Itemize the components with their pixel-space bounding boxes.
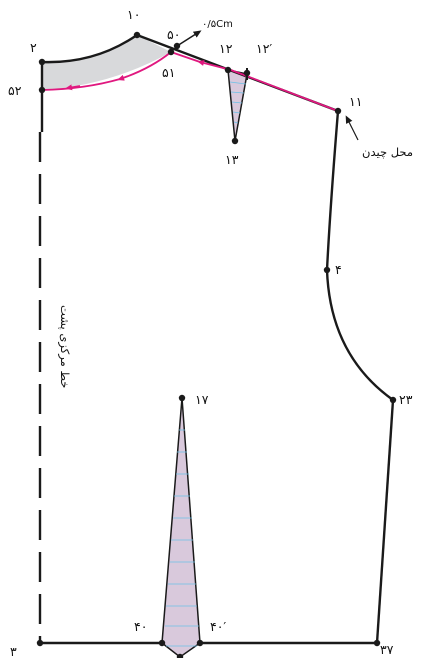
label-52: ۵۲ (8, 83, 22, 98)
label-13: ۱۳ (225, 152, 239, 167)
label-40prime: ۴۰′ (210, 619, 226, 634)
label-3: ۳ (10, 644, 17, 658)
label-50: ۵۰ (167, 27, 180, 42)
point-23 (389, 396, 397, 404)
shoulder-dart-hatching (229, 81, 247, 124)
point-3 (36, 639, 44, 647)
point-52 (38, 86, 46, 94)
point-51 (167, 48, 175, 56)
label-37: ۳۷ (380, 642, 394, 657)
point-17 (178, 394, 186, 402)
label-51: ۵۱ (162, 65, 175, 80)
offset-arrow (176, 30, 202, 47)
magenta-new-neckline (41, 51, 339, 112)
fold-note: محل چیدن (362, 145, 413, 159)
point-4 (323, 266, 331, 274)
label-12: ۱۲ (219, 41, 233, 56)
label-11: ۱۱ (349, 94, 362, 109)
label-50-note: ۰/۵Cm (202, 19, 233, 30)
point-50 (173, 42, 181, 50)
point-dart-tip (176, 653, 184, 658)
pattern-points (36, 31, 397, 658)
point-10 (133, 31, 141, 39)
waist-dart-hatching (165, 429, 199, 647)
point-12prime (243, 69, 251, 77)
label-17: ۱۷ (195, 392, 209, 407)
label-23: ۲۳ (399, 392, 413, 407)
label-2: ۲ (30, 40, 37, 55)
point-37 (373, 639, 381, 647)
point-11 (334, 107, 342, 115)
label-12prime: ۱۲′ (256, 41, 272, 56)
shoulder-dart (227, 69, 248, 142)
pattern-outline (40, 33, 395, 645)
point-13 (231, 137, 239, 145)
point-40 (158, 639, 166, 647)
point-40prime (196, 639, 204, 647)
label-4: ۴ (335, 262, 342, 277)
label-40: ۴۰ (134, 619, 147, 634)
neckline-shaded-area (42, 35, 171, 90)
fold-note-arrow (345, 115, 359, 141)
point-2 (38, 58, 46, 66)
label-10: ۱۰ (127, 7, 140, 22)
point-12 (224, 66, 232, 74)
waist-dart (161, 397, 201, 658)
center-back-label: خط مرکزی پشت (57, 305, 72, 388)
